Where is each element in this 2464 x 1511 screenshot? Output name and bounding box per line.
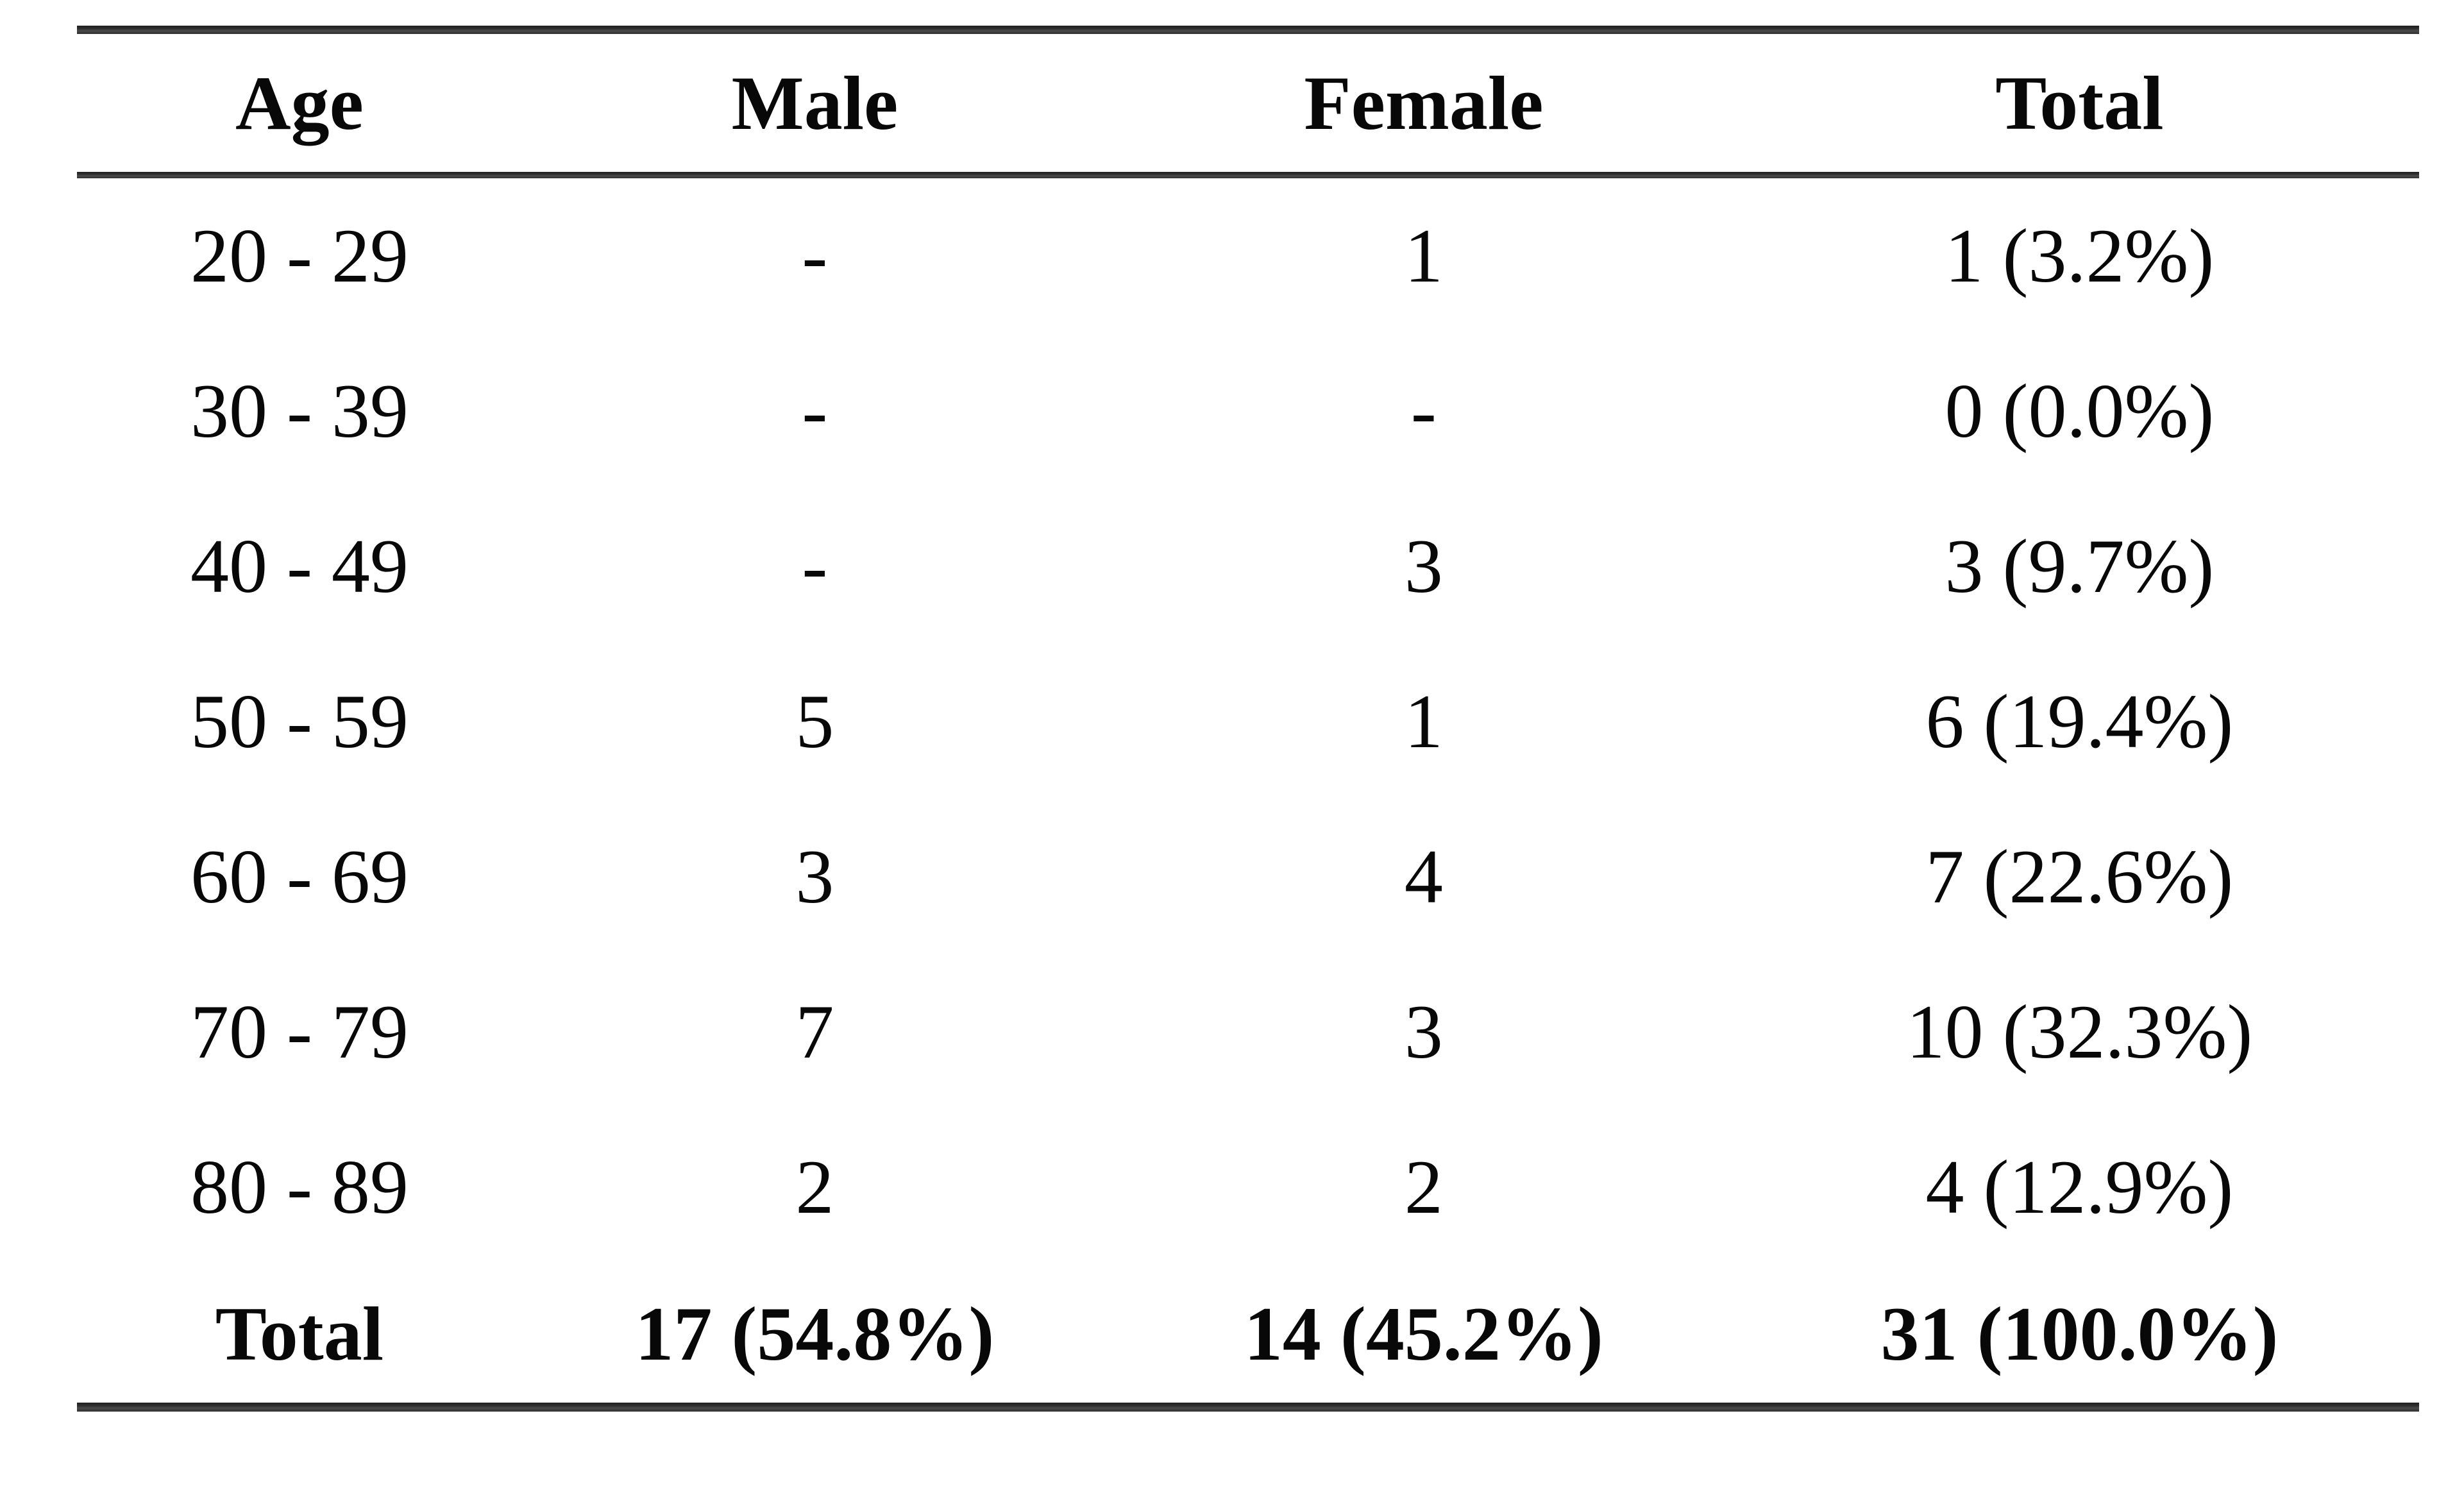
column-header-age: Age bbox=[235, 60, 364, 146]
cell-total: 0 (0.0%) bbox=[1945, 368, 2215, 453]
table-top-rule bbox=[77, 26, 2419, 34]
cell-age: 40 - 49 bbox=[190, 523, 409, 609]
cell-total: 1 (3.2%) bbox=[1945, 213, 2215, 298]
cell-age: 80 - 89 bbox=[190, 1144, 409, 1229]
table-row: 40 - 49 - 3 3 (9.7%) bbox=[77, 489, 2419, 644]
cell-age: 20 - 29 bbox=[190, 213, 409, 298]
table-bottom-rule bbox=[77, 1403, 2419, 1412]
cell-total: 4 (12.9%) bbox=[1925, 1144, 2234, 1229]
table-header-row: Age Male Female Total bbox=[77, 34, 2419, 172]
cell-female: 3 bbox=[1404, 989, 1443, 1074]
cell-age: 50 - 59 bbox=[190, 679, 409, 764]
cell-male: - bbox=[802, 523, 828, 609]
column-header-female: Female bbox=[1304, 60, 1544, 146]
table-row: 50 - 59 5 1 6 (19.4%) bbox=[77, 644, 2419, 799]
age-sex-distribution-table: Age Male Female Total 20 - 29 - 1 1 (3.2… bbox=[77, 26, 2419, 1412]
table-header-rule bbox=[77, 172, 2419, 178]
cell-female: 4 bbox=[1404, 834, 1443, 919]
column-header-male: Male bbox=[731, 60, 899, 146]
table-row: 70 - 79 7 3 10 (32.3%) bbox=[77, 954, 2419, 1110]
table-row: 20 - 29 - 1 1 (3.2%) bbox=[77, 178, 2419, 333]
cell-male: 5 bbox=[795, 679, 834, 764]
cell-female: 1 bbox=[1404, 679, 1443, 764]
cell-male: - bbox=[802, 368, 828, 453]
cell-age: 70 - 79 bbox=[190, 989, 409, 1074]
cell-female: 3 bbox=[1404, 523, 1443, 609]
cell-total: 7 (22.6%) bbox=[1925, 834, 2234, 919]
table-footer-row: Total 17 (54.8%) 14 (45.2%) 31 (100.0%) bbox=[77, 1265, 2419, 1403]
cell-female: 1 bbox=[1404, 213, 1443, 298]
cell-male: 2 bbox=[795, 1144, 834, 1229]
cell-female: 2 bbox=[1404, 1144, 1443, 1229]
cell-male: 7 bbox=[795, 989, 834, 1074]
cell-male: 3 bbox=[795, 834, 834, 919]
column-header-total: Total bbox=[1995, 60, 2164, 146]
footer-male-total: 17 (54.8%) bbox=[635, 1290, 995, 1376]
footer-label-total: Total bbox=[215, 1290, 384, 1376]
footer-grand-total: 31 (100.0%) bbox=[1880, 1290, 2279, 1376]
table-row: 80 - 89 2 2 4 (12.9%) bbox=[77, 1110, 2419, 1265]
table-row: 60 - 69 3 4 7 (22.6%) bbox=[77, 799, 2419, 954]
cell-total: 3 (9.7%) bbox=[1945, 523, 2215, 609]
cell-age: 30 - 39 bbox=[190, 368, 409, 453]
cell-total: 6 (19.4%) bbox=[1925, 679, 2234, 764]
cell-total: 10 (32.3%) bbox=[1906, 989, 2253, 1074]
cell-female: - bbox=[1410, 368, 1437, 453]
table-row: 30 - 39 - - 0 (0.0%) bbox=[77, 333, 2419, 489]
cell-age: 60 - 69 bbox=[190, 834, 409, 919]
footer-female-total: 14 (45.2%) bbox=[1244, 1290, 1603, 1376]
cell-male: - bbox=[802, 213, 828, 298]
